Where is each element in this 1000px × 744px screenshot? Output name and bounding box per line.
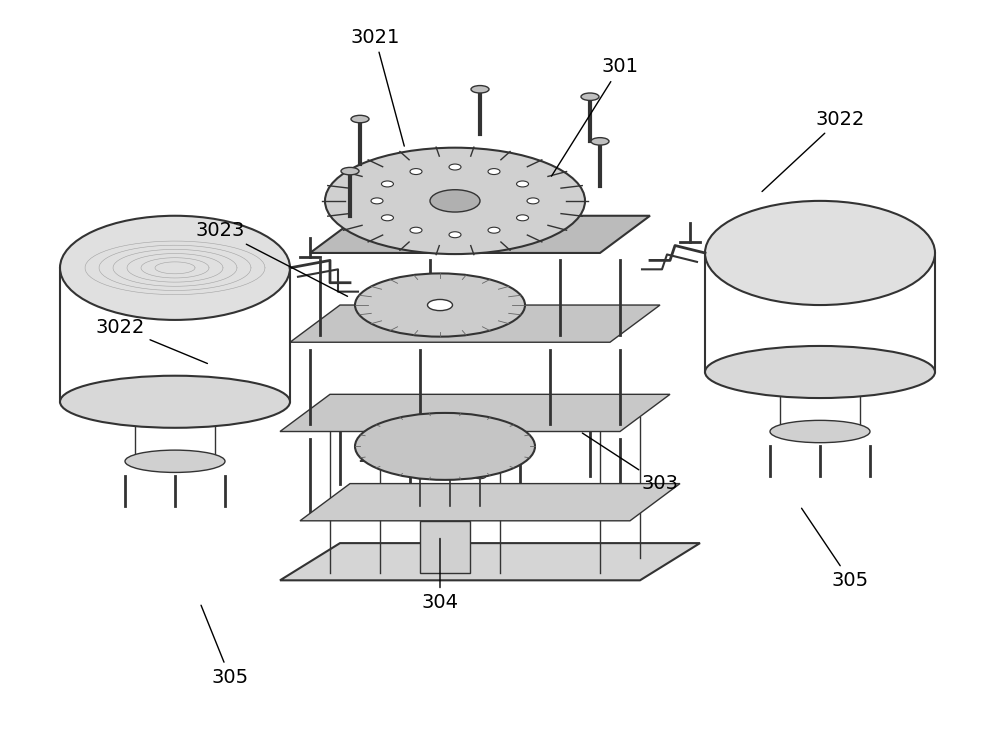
Text: 304: 304 (422, 539, 458, 612)
Ellipse shape (474, 474, 486, 479)
Ellipse shape (355, 413, 535, 480)
Ellipse shape (341, 167, 359, 175)
Ellipse shape (428, 300, 452, 311)
Ellipse shape (414, 474, 426, 479)
Ellipse shape (325, 147, 585, 254)
Ellipse shape (381, 215, 393, 221)
Ellipse shape (517, 181, 529, 187)
Ellipse shape (410, 169, 422, 175)
Ellipse shape (60, 216, 290, 320)
Polygon shape (420, 521, 470, 573)
Ellipse shape (351, 115, 369, 123)
Text: 3023: 3023 (195, 221, 348, 296)
Text: 3022: 3022 (762, 109, 865, 191)
Ellipse shape (60, 376, 290, 428)
Ellipse shape (430, 190, 480, 212)
Text: 301: 301 (551, 57, 639, 176)
Polygon shape (280, 543, 700, 580)
Text: 3021: 3021 (350, 28, 404, 146)
Ellipse shape (355, 274, 525, 336)
Polygon shape (310, 216, 650, 253)
Ellipse shape (581, 93, 599, 100)
Polygon shape (280, 394, 670, 432)
Ellipse shape (770, 420, 870, 443)
Polygon shape (300, 484, 680, 521)
Ellipse shape (410, 227, 422, 233)
Text: 305: 305 (201, 605, 249, 687)
Ellipse shape (705, 346, 935, 398)
Ellipse shape (371, 198, 383, 204)
Ellipse shape (449, 232, 461, 238)
Ellipse shape (381, 181, 393, 187)
Ellipse shape (471, 86, 489, 93)
Text: 305: 305 (802, 508, 869, 590)
Text: 3022: 3022 (95, 318, 207, 364)
Ellipse shape (488, 169, 500, 175)
Ellipse shape (591, 138, 609, 145)
Ellipse shape (488, 227, 500, 233)
Ellipse shape (444, 474, 456, 479)
Text: 303: 303 (582, 433, 678, 493)
Ellipse shape (125, 450, 225, 472)
Polygon shape (290, 305, 660, 342)
Polygon shape (360, 446, 420, 461)
Ellipse shape (517, 215, 529, 221)
Ellipse shape (527, 198, 539, 204)
Ellipse shape (705, 201, 935, 305)
Ellipse shape (449, 164, 461, 170)
